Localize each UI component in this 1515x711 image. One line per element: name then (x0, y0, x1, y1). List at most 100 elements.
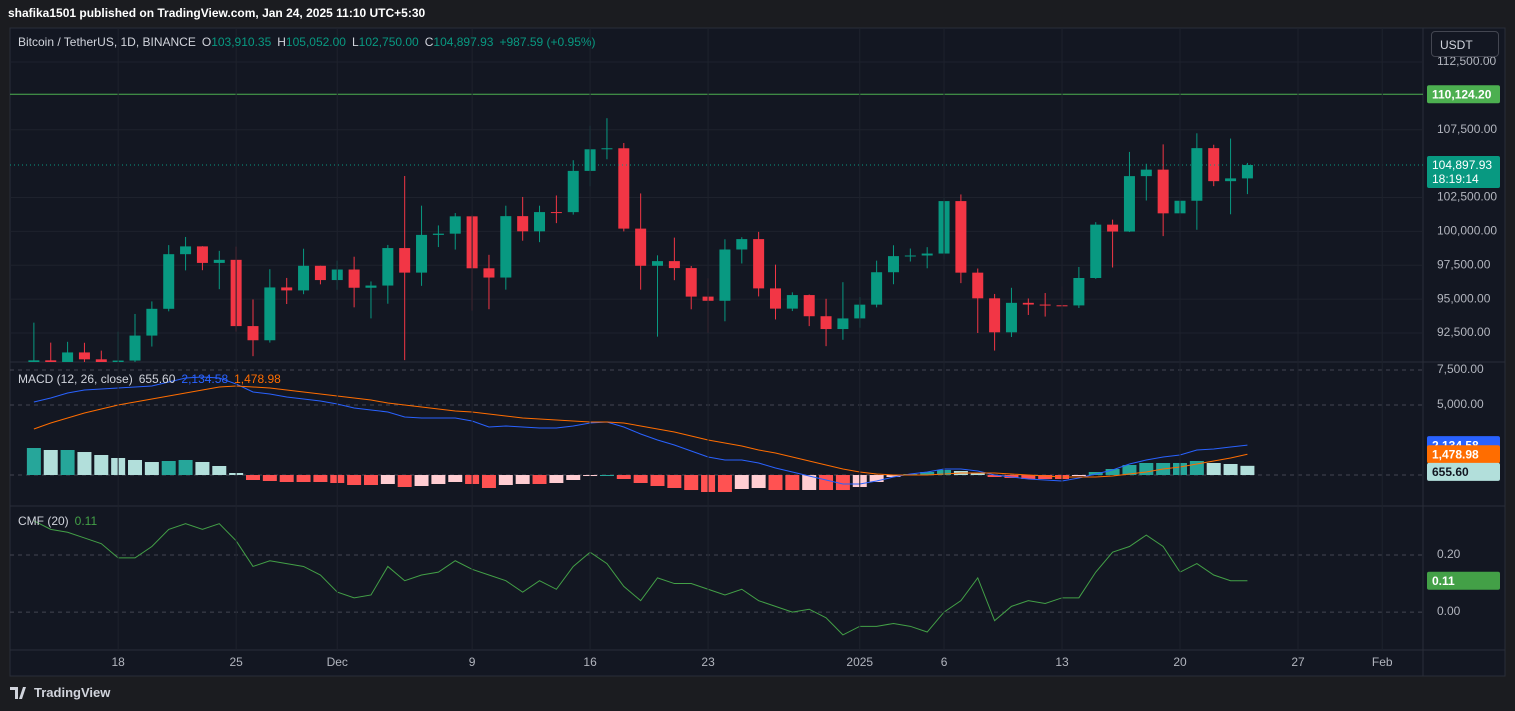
legend-value: 2,134.58 (181, 372, 229, 386)
x-tick-label: 23 (701, 655, 715, 669)
histogram-bar (313, 475, 328, 483)
x-tick-label: 27 (1291, 655, 1305, 669)
ohlc-key: C (424, 35, 434, 49)
x-tick-label: 20 (1173, 655, 1187, 669)
pane (10, 61, 1423, 362)
x-tick-label: 25 (229, 655, 243, 669)
histogram-bar (296, 475, 311, 483)
histogram-bar (380, 475, 395, 485)
y-tick-label: 0.20 (1437, 547, 1461, 561)
histogram-bar (717, 475, 732, 493)
candle-body (601, 148, 613, 150)
histogram-bar (1071, 475, 1086, 477)
histogram-bar (515, 475, 530, 484)
candle-body (517, 216, 529, 232)
ohlc-key: L (351, 35, 359, 49)
histogram-bar (498, 475, 513, 485)
histogram-bar (819, 475, 834, 490)
candle-body (432, 233, 444, 235)
histogram-bar (768, 475, 783, 490)
candle-body (1241, 165, 1253, 179)
candle-body (921, 253, 933, 256)
histogram-bar (734, 475, 749, 490)
candle-body (247, 326, 259, 341)
x-tick-label: 9 (469, 655, 476, 669)
footer-brand: TradingView (10, 685, 110, 700)
candle-body (534, 212, 546, 232)
histogram-bar (397, 475, 412, 488)
ohlc-change: +987.59 (+0.95%) (499, 35, 596, 49)
candle-body (685, 268, 697, 297)
currency-button[interactable]: USDT (1431, 31, 1499, 57)
candle-body (1022, 302, 1034, 305)
candle-body (1073, 277, 1085, 306)
last-price-label: 104,897.93 (1432, 158, 1492, 172)
candle-body (213, 259, 225, 263)
y-tick-label: 0.00 (1437, 604, 1461, 618)
candle-body (1225, 178, 1237, 182)
candle-body (1090, 224, 1102, 278)
candle-body (1157, 169, 1169, 214)
candle-body (618, 148, 630, 229)
ohlc-value: 104,897.93 (433, 35, 494, 49)
x-tick-label: 6 (941, 655, 948, 669)
candle-body (416, 234, 428, 273)
y-tick-label: 7,500.00 (1437, 362, 1484, 376)
x-tick-label: 18 (111, 655, 125, 669)
histogram-bar (1206, 463, 1221, 476)
histogram-bar (970, 472, 985, 476)
candle-body (1039, 304, 1051, 306)
histogram-bar (212, 465, 227, 476)
y-tick-label: 107,500.00 (1437, 122, 1497, 136)
candle-body (635, 228, 647, 266)
macd-legend: MACD (12, 26, close) 655.60 2,134.58 1,478.… (18, 372, 281, 386)
hline-label: 110,124.20 (1432, 87, 1492, 101)
candle-body (1191, 148, 1203, 201)
brand-logo (10, 686, 26, 699)
histogram-bar (347, 475, 362, 485)
legend-title: CMF (20) (18, 514, 69, 528)
histogram-bar (869, 475, 884, 483)
histogram-bar (448, 475, 463, 483)
last-value-label-bg (1427, 571, 1500, 590)
candle-body (904, 255, 916, 257)
candle-body (1140, 169, 1152, 177)
histogram-bar (43, 449, 58, 476)
candle-body (989, 298, 1001, 333)
candle-body (348, 269, 360, 288)
candle-body (972, 272, 984, 299)
ohlc-item: H105,052.00 (277, 35, 346, 49)
candle-body (786, 295, 798, 309)
ohlc-item: L102,750.00 (352, 35, 419, 49)
countdown-label: 18:19:14 (1432, 172, 1479, 186)
candle-body (820, 316, 832, 330)
ohlc-value: 105,052.00 (285, 35, 346, 49)
histogram-bar (616, 475, 631, 479)
candle-body (887, 256, 899, 273)
y-tick-label: 112,500.00 (1437, 54, 1496, 68)
histogram-bar (26, 448, 41, 476)
cmf-legend: CMF (20) 0.11 (18, 514, 97, 528)
candle-body (62, 352, 74, 362)
histogram-bar (363, 475, 378, 485)
y-tick-label: 97,500.00 (1437, 257, 1491, 271)
histogram-bar (785, 475, 800, 491)
ohlc-value: 102,750.00 (358, 35, 419, 49)
candle-body (365, 285, 377, 288)
histogram-bar (751, 475, 766, 489)
chart-frame (9, 27, 1506, 677)
histogram-bar (599, 475, 614, 477)
histogram-bar (549, 475, 564, 484)
histogram-bar (481, 475, 496, 488)
histogram-bar (633, 475, 648, 483)
histogram-bar (128, 459, 143, 476)
candle-body (483, 268, 495, 278)
histogram-bar (1004, 475, 1019, 478)
histogram-bar (144, 462, 159, 476)
y-tick-label: 5,000.00 (1437, 397, 1484, 411)
x-tick-label: Feb (1372, 655, 1393, 669)
histogram-bar (245, 475, 260, 481)
candle-body (753, 239, 765, 289)
candle-body (652, 261, 664, 266)
histogram-bar (1038, 475, 1053, 480)
